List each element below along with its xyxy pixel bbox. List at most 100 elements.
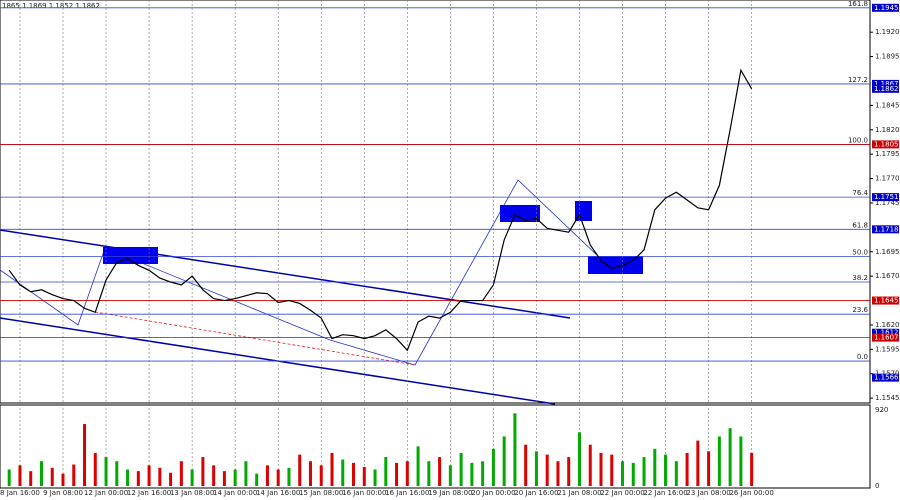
volume-bar bbox=[610, 454, 614, 486]
x-tick-label: 20 Jan 16:00 bbox=[514, 489, 558, 497]
price-tag-label: 1.1566 bbox=[874, 374, 899, 382]
price-tag bbox=[872, 3, 899, 12]
price-tag bbox=[872, 296, 899, 305]
volume-bar bbox=[642, 457, 646, 486]
volume-bar bbox=[707, 451, 711, 486]
x-tick-label: 16 Jan 00:00 bbox=[342, 489, 386, 497]
fib-label: 76.4 bbox=[852, 189, 868, 197]
volume-bar bbox=[308, 461, 312, 486]
fib-label: 23.6 bbox=[852, 306, 868, 314]
price-tag-label: 1.1751 bbox=[874, 193, 899, 201]
fib-label: 161.8 bbox=[848, 0, 868, 8]
volume-bar bbox=[244, 461, 248, 486]
volume-bar bbox=[416, 446, 420, 486]
header: 1865 1.1869 1.1852 1.1862 bbox=[2, 2, 100, 10]
x-tick-label: 20 Jan 00:00 bbox=[471, 489, 515, 497]
x-tick-label: 8 Jan 16:00 bbox=[0, 489, 40, 497]
fib-label: 100.0 bbox=[848, 136, 868, 144]
fib-label: 50.0 bbox=[852, 249, 868, 257]
y-tick-label: 1.1545 bbox=[875, 394, 900, 402]
volume-bar bbox=[577, 432, 581, 486]
price-tag bbox=[872, 333, 899, 342]
volume-bar bbox=[513, 413, 517, 486]
volume-bar bbox=[93, 452, 97, 486]
volume-bar bbox=[136, 471, 140, 486]
price-tag bbox=[872, 84, 899, 93]
x-tick-label: 15 Jan 08:00 bbox=[299, 489, 343, 497]
volume-bar bbox=[545, 454, 549, 486]
zone bbox=[103, 247, 158, 264]
volume-bar bbox=[524, 444, 528, 486]
volume-bar bbox=[674, 461, 678, 486]
y-tick-label: 1.1920 bbox=[875, 28, 900, 36]
price-tag-label: 1.1607 bbox=[874, 334, 899, 342]
x-tick-label: 12 Jan 00:00 bbox=[84, 489, 128, 497]
price-tag-label: 1.1945 bbox=[874, 4, 899, 12]
volume-bar bbox=[534, 451, 538, 486]
y-tick-label: 1.1820 bbox=[875, 126, 900, 134]
y-tick-label: 1.1845 bbox=[875, 101, 900, 109]
volume-bar bbox=[222, 471, 226, 486]
volume-bar bbox=[384, 457, 388, 486]
channel-upper bbox=[0, 229, 571, 319]
volume-tick-label: 920 bbox=[875, 406, 888, 414]
x-tick-label: 23 Jan 08:00 bbox=[686, 489, 730, 497]
volume-bar bbox=[750, 452, 754, 486]
volume-bar bbox=[61, 473, 65, 486]
volume-bar bbox=[481, 461, 485, 486]
y-tick-label: 1.1670 bbox=[875, 272, 900, 280]
volume-bar bbox=[438, 457, 442, 486]
volume-bar bbox=[18, 465, 22, 486]
price-tag bbox=[872, 140, 899, 149]
zones bbox=[103, 201, 643, 274]
volume-bar bbox=[265, 465, 269, 486]
x-tick-label: 9 Jan 08:00 bbox=[43, 489, 83, 497]
volume-bar bbox=[330, 452, 334, 486]
volume-bar bbox=[373, 469, 377, 486]
price-tag bbox=[872, 373, 899, 382]
volume-bar bbox=[126, 469, 130, 486]
x-tick-label: 22 Jan 16:00 bbox=[643, 489, 687, 497]
volume-bar bbox=[631, 462, 635, 486]
trend-lines bbox=[0, 179, 601, 366]
volume-bar bbox=[72, 464, 76, 486]
channel bbox=[0, 229, 571, 405]
price-tag bbox=[872, 79, 899, 88]
y-tick-label: 1.1595 bbox=[875, 345, 900, 353]
volume-bar bbox=[179, 461, 183, 486]
volume-bar bbox=[664, 454, 668, 486]
volume-bar bbox=[653, 448, 657, 486]
volume-bar bbox=[621, 461, 625, 486]
x-tick-label: 16 Jan 16:00 bbox=[385, 489, 429, 497]
volume-bar bbox=[491, 448, 495, 486]
volume-bar bbox=[599, 452, 603, 486]
x-tick-label: 19 Jan 08:00 bbox=[428, 489, 472, 497]
y-tick-label: 1.1895 bbox=[875, 53, 900, 61]
volume-bar bbox=[739, 436, 743, 486]
volume-bar bbox=[319, 465, 323, 486]
volume-bar bbox=[212, 465, 216, 486]
volume-bar bbox=[556, 461, 560, 486]
volume-bar bbox=[7, 469, 11, 486]
volume-bar bbox=[169, 472, 173, 486]
volume-bar bbox=[39, 461, 43, 486]
price-tag-label: 1.1805 bbox=[874, 140, 899, 148]
price-panel bbox=[0, 0, 871, 404]
price-tag-label: 1.1867 bbox=[874, 80, 899, 88]
volume-bar bbox=[685, 452, 689, 486]
price-tag-label: 1.1645 bbox=[874, 297, 899, 305]
volume-bar bbox=[470, 462, 474, 486]
volume-bar bbox=[83, 424, 87, 486]
volume-bar bbox=[567, 457, 571, 486]
fib-label: 0.0 bbox=[857, 353, 868, 361]
x-tick-label: 12 Jan 16:00 bbox=[127, 489, 171, 497]
y-tick-label: 1.1745 bbox=[875, 199, 900, 207]
fib-label: 127.2 bbox=[848, 76, 868, 84]
volume-bar bbox=[395, 462, 399, 486]
price-tag-label: 1.1612 bbox=[874, 329, 899, 337]
volume-bar bbox=[588, 444, 592, 486]
price-tag bbox=[872, 193, 899, 202]
volume-bar bbox=[298, 454, 302, 486]
volume-bar bbox=[448, 465, 452, 486]
